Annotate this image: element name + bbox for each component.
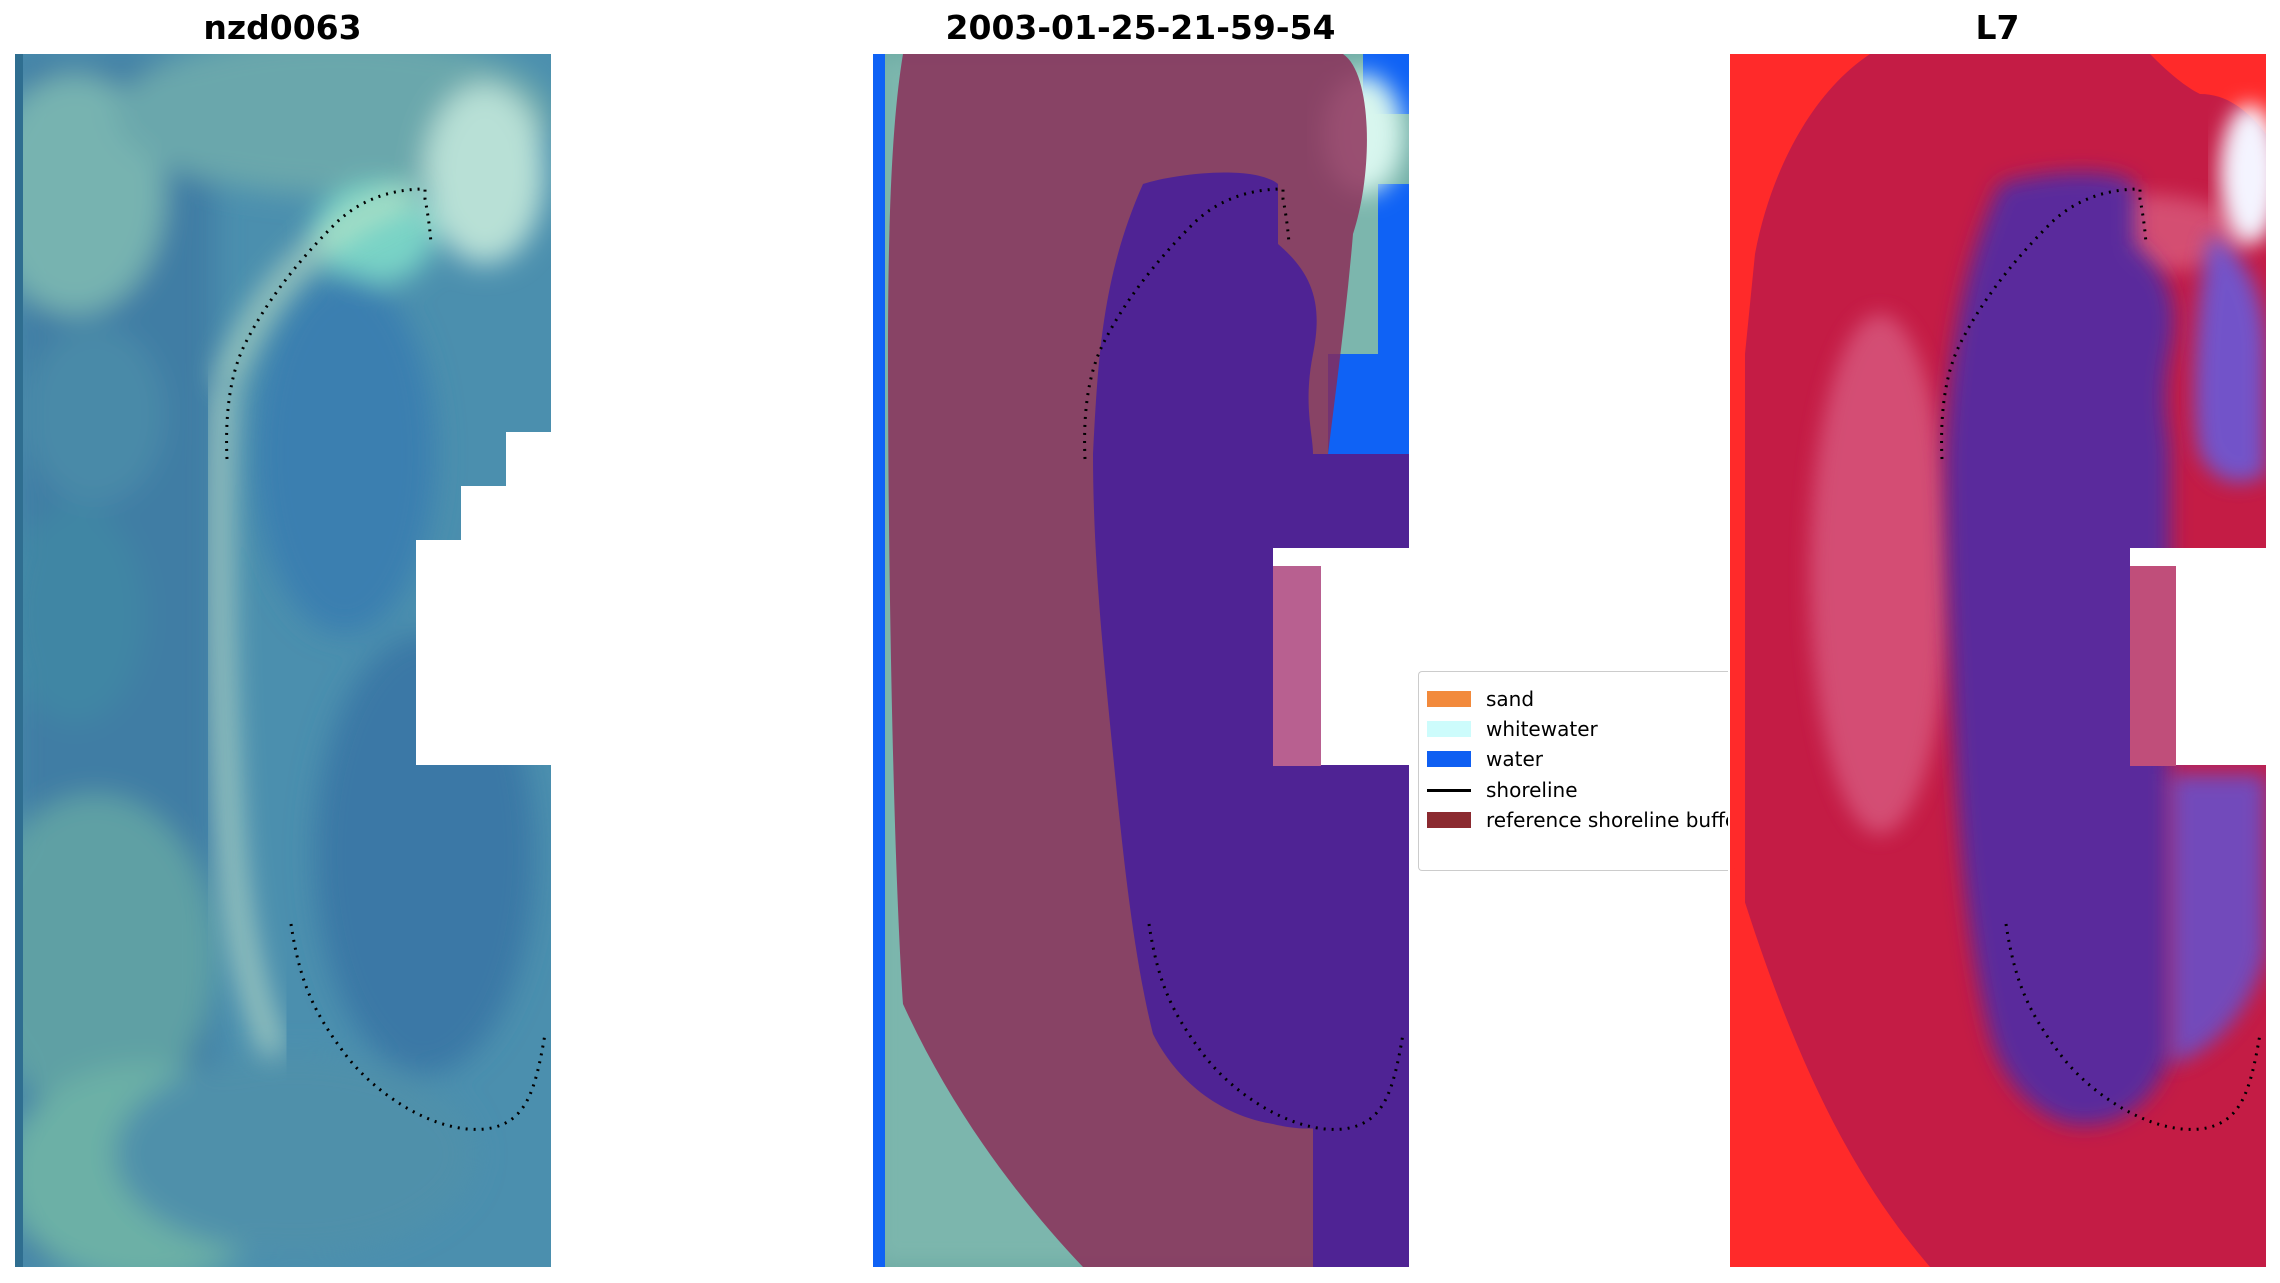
buffer-notch [1273,566,1321,766]
buffer-notch [2130,566,2176,766]
nodata-gap [416,432,551,765]
legend-label: whitewater [1486,717,1598,741]
legend-label: water [1486,747,1543,771]
index-image-panel [1730,54,2266,1267]
water-swatch [1427,751,1471,767]
whitewater-swatch [1427,721,1471,737]
shoreline-line [225,187,547,1131]
legend-item-shoreline: shoreline [1419,775,1728,805]
shoreline-line [1083,187,1405,1131]
shoreline-line [1940,187,2262,1131]
legend-item-whitewater: whitewater [1419,714,1728,744]
legend-label: shoreline [1486,778,1578,802]
sea-classified-area [1093,172,1409,1267]
legend: sand whitewater water shoreline referenc… [1418,671,1728,871]
sea-index-right [2194,234,2266,483]
land-high-topright [2150,54,2266,134]
sea-index-right-lower [2170,774,2266,1064]
water-mask-strip [873,54,885,1267]
shoreline-line-swatch [1427,789,1471,792]
classified-image-panel [873,54,1409,1267]
reference-buffer-swatch [1427,812,1471,828]
legend-label: sand [1486,687,1535,711]
rgb-image-panel [15,54,551,1267]
sea-index-area [1945,172,2174,1125]
legend-item-water: water [1419,744,1728,774]
panel-title-satellite: L7 [1975,8,2020,47]
panel-title-rgb: nzd0063 [203,8,362,47]
sand-swatch [1427,691,1471,707]
land-high-bottom [1730,854,1930,1267]
legend-label: reference shoreline buffer [1486,808,1728,832]
legend-item-sand: sand [1419,684,1728,714]
panel-title-date: 2003-01-25-21-59-54 [945,8,1336,47]
legend-item-reference-buffer: reference shoreline buffer [1419,805,1728,835]
